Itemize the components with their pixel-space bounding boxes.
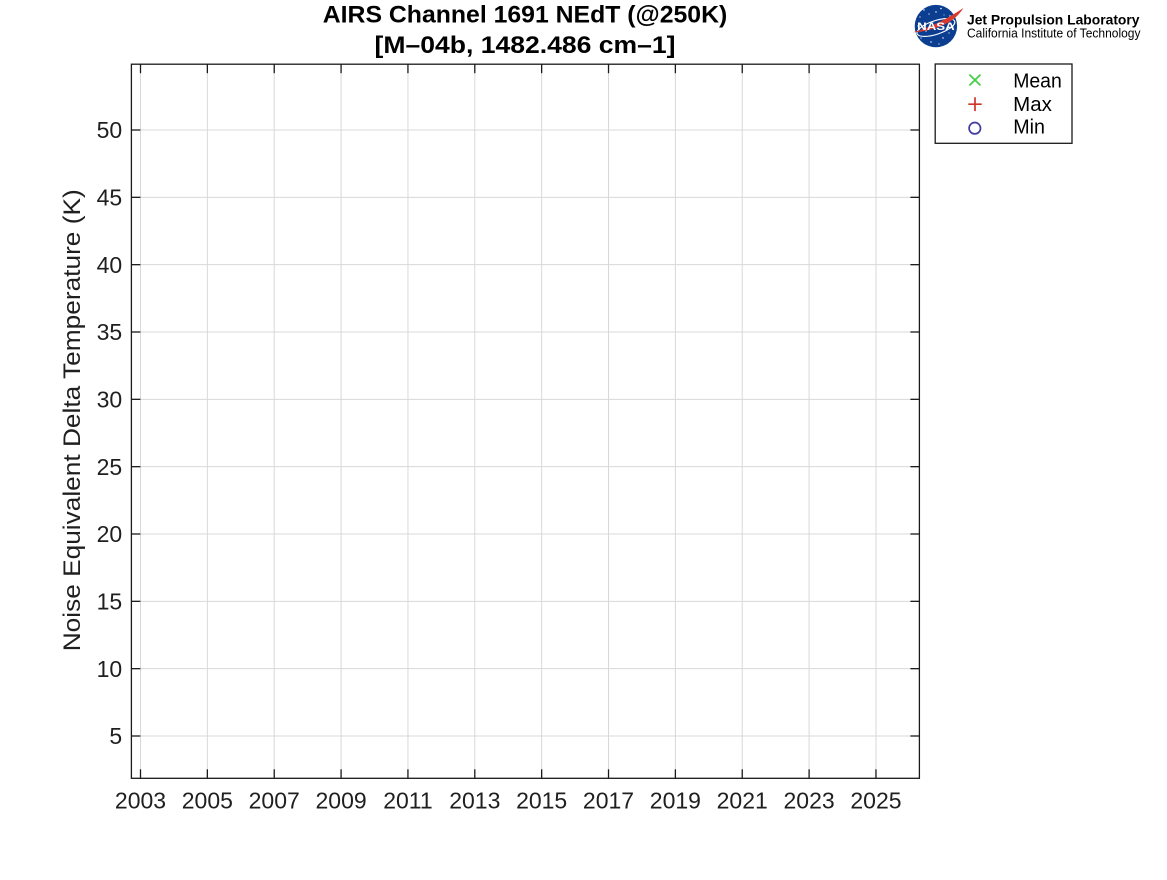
svg-text:25: 25 xyxy=(97,454,123,480)
svg-text:2011: 2011 xyxy=(383,788,432,814)
svg-text:30: 30 xyxy=(97,386,123,412)
svg-text:5: 5 xyxy=(109,723,122,749)
svg-text:2023: 2023 xyxy=(784,788,835,814)
svg-text:NASA: NASA xyxy=(917,21,955,33)
svg-text:10: 10 xyxy=(97,656,123,682)
svg-text:50: 50 xyxy=(97,117,123,143)
svg-text:2007: 2007 xyxy=(249,788,300,814)
svg-text:Noise Equivalent Delta Tempera: Noise Equivalent Delta Temperature (K) xyxy=(59,189,86,651)
svg-text:2021: 2021 xyxy=(717,788,768,814)
svg-text:20: 20 xyxy=(97,521,123,547)
svg-text:35: 35 xyxy=(97,319,123,345)
svg-text:Mean: Mean xyxy=(1013,71,1062,93)
svg-text:15: 15 xyxy=(97,588,123,614)
svg-text:40: 40 xyxy=(97,252,123,278)
svg-text:Max: Max xyxy=(1013,94,1052,116)
svg-text:Jet Propulsion Laboratory: Jet Propulsion Laboratory xyxy=(967,12,1140,28)
svg-text:2025: 2025 xyxy=(850,788,901,814)
svg-text:2013: 2013 xyxy=(449,788,500,814)
svg-text:2003: 2003 xyxy=(115,788,166,814)
svg-text:2017: 2017 xyxy=(583,788,634,814)
svg-text:2005: 2005 xyxy=(182,788,233,814)
svg-text:Min: Min xyxy=(1013,117,1045,139)
svg-text:2019: 2019 xyxy=(650,788,701,814)
svg-text:2015: 2015 xyxy=(516,788,567,814)
svg-text:2009: 2009 xyxy=(315,788,366,814)
svg-text:45: 45 xyxy=(97,184,123,210)
svg-text:[M–04b, 1482.486 cm–1]: [M–04b, 1482.486 cm–1] xyxy=(375,32,676,59)
svg-text:AIRS Channel 1691 NEdT (@250K): AIRS Channel 1691 NEdT (@250K) xyxy=(323,2,728,29)
svg-text:California Institute of Techno: California Institute of Technology xyxy=(967,27,1141,41)
